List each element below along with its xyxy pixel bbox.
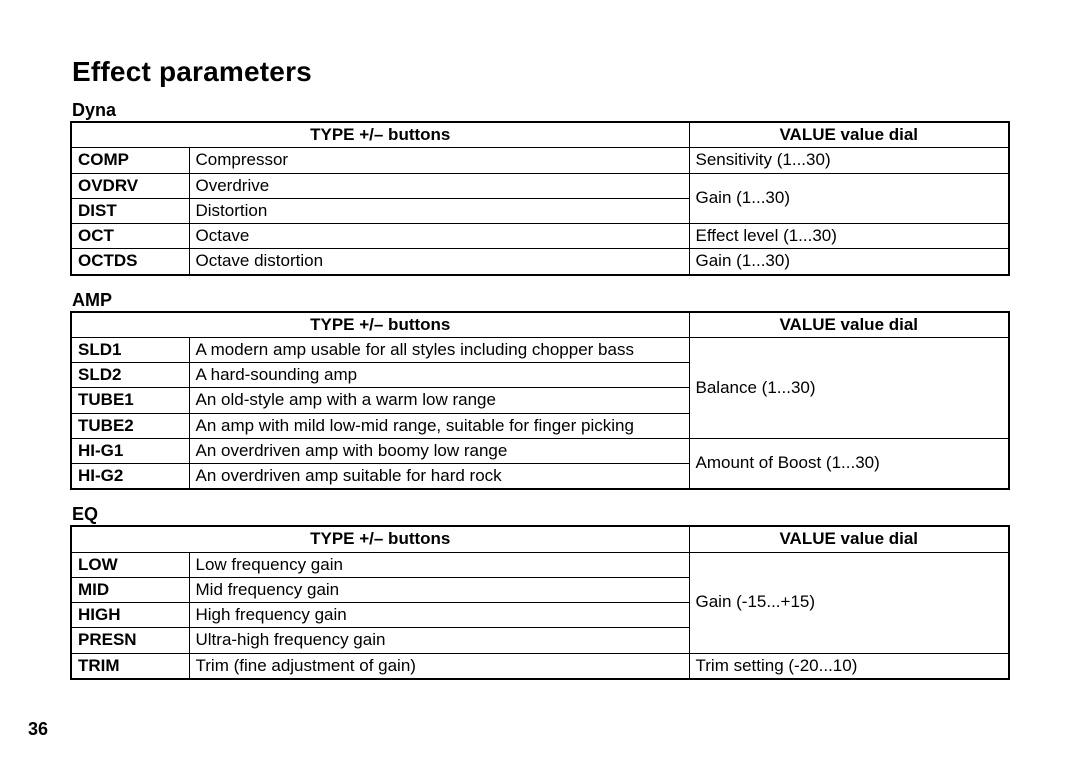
row-value: Sensitivity (1...30) <box>689 148 1009 173</box>
table-row: OCT Octave Effect level (1...30) <box>71 224 1009 249</box>
table-row: SLD1 A modern amp usable for all styles … <box>71 337 1009 362</box>
header-type: TYPE +/– buttons <box>71 122 689 148</box>
row-desc: Ultra-high frequency gain <box>189 628 689 653</box>
row-label: HI-G2 <box>71 464 189 490</box>
eq-table: TYPE +/– buttons VALUE value dial LOW Lo… <box>70 525 1010 680</box>
row-desc: A hard-sounding amp <box>189 363 689 388</box>
row-desc: Trim (fine adjustment of gain) <box>189 653 689 679</box>
header-value: VALUE value dial <box>689 312 1009 338</box>
row-value: Trim setting (-20...10) <box>689 653 1009 679</box>
page-number: 36 <box>28 719 48 740</box>
row-desc: Octave <box>189 224 689 249</box>
row-label: HI-G1 <box>71 438 189 463</box>
header-type: TYPE +/– buttons <box>71 526 689 552</box>
row-desc: Octave distortion <box>189 249 689 275</box>
row-desc: An overdriven amp with boomy low range <box>189 438 689 463</box>
row-label: TRIM <box>71 653 189 679</box>
table-header-row: TYPE +/– buttons VALUE value dial <box>71 312 1009 338</box>
table-row: OVDRV Overdrive Gain (1...30) <box>71 173 1009 198</box>
row-desc: A modern amp usable for all styles inclu… <box>189 337 689 362</box>
row-desc: High frequency gain <box>189 603 689 628</box>
amp-table: TYPE +/– buttons VALUE value dial SLD1 A… <box>70 311 1010 491</box>
row-label: SLD1 <box>71 337 189 362</box>
row-value: Effect level (1...30) <box>689 224 1009 249</box>
section-title-eq: EQ <box>72 498 1010 525</box>
section-title-dyna: Dyna <box>72 94 1010 121</box>
table-header-row: TYPE +/– buttons VALUE value dial <box>71 526 1009 552</box>
section-title-amp: AMP <box>72 284 1010 311</box>
row-value: Gain (1...30) <box>689 173 1009 224</box>
row-desc: Mid frequency gain <box>189 577 689 602</box>
table-row: HI-G1 An overdriven amp with boomy low r… <box>71 438 1009 463</box>
header-value: VALUE value dial <box>689 526 1009 552</box>
dyna-table: TYPE +/– buttons VALUE value dial COMP C… <box>70 121 1010 276</box>
row-label: DIST <box>71 198 189 223</box>
row-label: HIGH <box>71 603 189 628</box>
header-type: TYPE +/– buttons <box>71 312 689 338</box>
row-label: LOW <box>71 552 189 577</box>
table-row: TRIM Trim (fine adjustment of gain) Trim… <box>71 653 1009 679</box>
row-desc: Compressor <box>189 148 689 173</box>
row-label: TUBE2 <box>71 413 189 438</box>
row-value: Gain (1...30) <box>689 249 1009 275</box>
row-desc: Low frequency gain <box>189 552 689 577</box>
table-row: OCTDS Octave distortion Gain (1...30) <box>71 249 1009 275</box>
page-content: Effect parameters Dyna TYPE +/– buttons … <box>0 0 1080 680</box>
page-title: Effect parameters <box>72 56 1010 88</box>
table-header-row: TYPE +/– buttons VALUE value dial <box>71 122 1009 148</box>
header-value: VALUE value dial <box>689 122 1009 148</box>
row-desc: An old-style amp with a warm low range <box>189 388 689 413</box>
row-label: TUBE1 <box>71 388 189 413</box>
table-row: COMP Compressor Sensitivity (1...30) <box>71 148 1009 173</box>
row-value: Amount of Boost (1...30) <box>689 438 1009 489</box>
row-value: Gain (-15...+15) <box>689 552 1009 653</box>
row-label: MID <box>71 577 189 602</box>
row-desc: An amp with mild low-mid range, suitable… <box>189 413 689 438</box>
row-label: OCT <box>71 224 189 249</box>
row-label: PRESN <box>71 628 189 653</box>
row-desc: An overdriven amp suitable for hard rock <box>189 464 689 490</box>
row-value: Balance (1...30) <box>689 337 1009 438</box>
row-desc: Overdrive <box>189 173 689 198</box>
table-row: LOW Low frequency gain Gain (-15...+15) <box>71 552 1009 577</box>
row-label: OCTDS <box>71 249 189 275</box>
row-desc: Distortion <box>189 198 689 223</box>
row-label: OVDRV <box>71 173 189 198</box>
row-label: COMP <box>71 148 189 173</box>
row-label: SLD2 <box>71 363 189 388</box>
